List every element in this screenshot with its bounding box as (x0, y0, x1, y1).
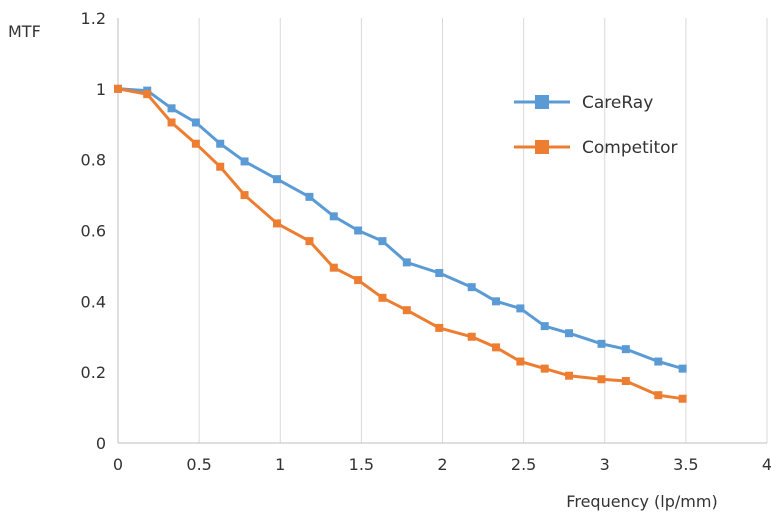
series-competitor (114, 85, 687, 403)
series-line-competitor (118, 89, 683, 399)
data-point-careray (168, 104, 176, 112)
data-point-careray (654, 358, 662, 366)
legend-marker (535, 140, 549, 154)
y-tick-labels: 0 0.2 0.4 0.6 0.8 1 1.2 (81, 9, 106, 453)
data-point-competitor (403, 306, 411, 314)
data-point-careray (354, 227, 362, 235)
data-point-competitor (378, 294, 386, 302)
data-point-careray (435, 269, 443, 277)
grid (118, 18, 767, 443)
y-tick-label: 0.8 (81, 151, 106, 170)
data-point-careray (516, 304, 524, 312)
x-tick-label: 2.5 (511, 455, 536, 474)
data-point-competitor (541, 365, 549, 373)
x-tick-label: 3.5 (673, 455, 698, 474)
data-point-careray (378, 237, 386, 245)
legend-marker (535, 95, 549, 109)
y-tick-label: 0.6 (81, 222, 106, 241)
data-point-competitor (216, 163, 224, 171)
data-point-competitor (679, 395, 687, 403)
data-point-careray (565, 329, 573, 337)
data-point-careray (192, 118, 200, 126)
data-point-competitor (654, 391, 662, 399)
y-tick-label: 1 (96, 80, 106, 99)
data-point-competitor (330, 264, 338, 272)
data-point-careray (216, 140, 224, 148)
data-point-competitor (435, 324, 443, 332)
x-tick-label: 3 (600, 455, 610, 474)
data-point-competitor (468, 333, 476, 341)
data-point-careray (679, 365, 687, 373)
data-point-competitor (143, 90, 151, 98)
x-tick-label: 1 (275, 455, 285, 474)
data-point-competitor (192, 140, 200, 148)
data-point-competitor (492, 343, 500, 351)
legend-item-careray: CareRay (514, 93, 653, 113)
data-point-competitor (354, 276, 362, 284)
data-point-careray (403, 258, 411, 266)
legend-label: Competitor (582, 138, 678, 158)
data-point-careray (541, 322, 549, 330)
x-tick-label: 0 (113, 455, 123, 474)
data-point-competitor (241, 191, 249, 199)
y-axis-label: MTF (8, 22, 41, 41)
data-point-competitor (598, 375, 606, 383)
legend-item-competitor: Competitor (514, 138, 678, 158)
data-point-careray (305, 193, 313, 201)
legend-label: CareRay (582, 93, 653, 113)
y-tick-label: 0.2 (81, 363, 106, 382)
data-point-competitor (622, 377, 630, 385)
data-point-careray (598, 340, 606, 348)
x-tick-labels: 0 0.5 1 1.5 2 2.5 3 3.5 4 (113, 455, 771, 474)
data-point-careray (273, 175, 281, 183)
data-point-competitor (305, 237, 313, 245)
x-tick-label: 2 (437, 455, 447, 474)
data-point-careray (330, 212, 338, 220)
x-tick-label: 0.5 (186, 455, 211, 474)
legend: CareRay Competitor (514, 93, 678, 158)
data-point-competitor (516, 358, 524, 366)
series-careray (114, 85, 687, 373)
x-axis-label: Frequency (lp/mm) (566, 492, 717, 511)
data-point-competitor (114, 85, 122, 93)
data-point-careray (241, 157, 249, 165)
data-point-competitor (168, 118, 176, 126)
x-tick-label: 4 (762, 455, 771, 474)
data-point-careray (492, 297, 500, 305)
data-point-careray (622, 345, 630, 353)
y-tick-label: 0 (96, 434, 106, 453)
series-line-careray (118, 89, 683, 369)
series-group (114, 85, 687, 403)
y-tick-label: 0.4 (81, 292, 106, 311)
x-tick-label: 1.5 (349, 455, 374, 474)
data-point-careray (468, 283, 476, 291)
data-point-competitor (273, 219, 281, 227)
y-tick-label: 1.2 (81, 9, 106, 28)
data-point-competitor (565, 372, 573, 380)
